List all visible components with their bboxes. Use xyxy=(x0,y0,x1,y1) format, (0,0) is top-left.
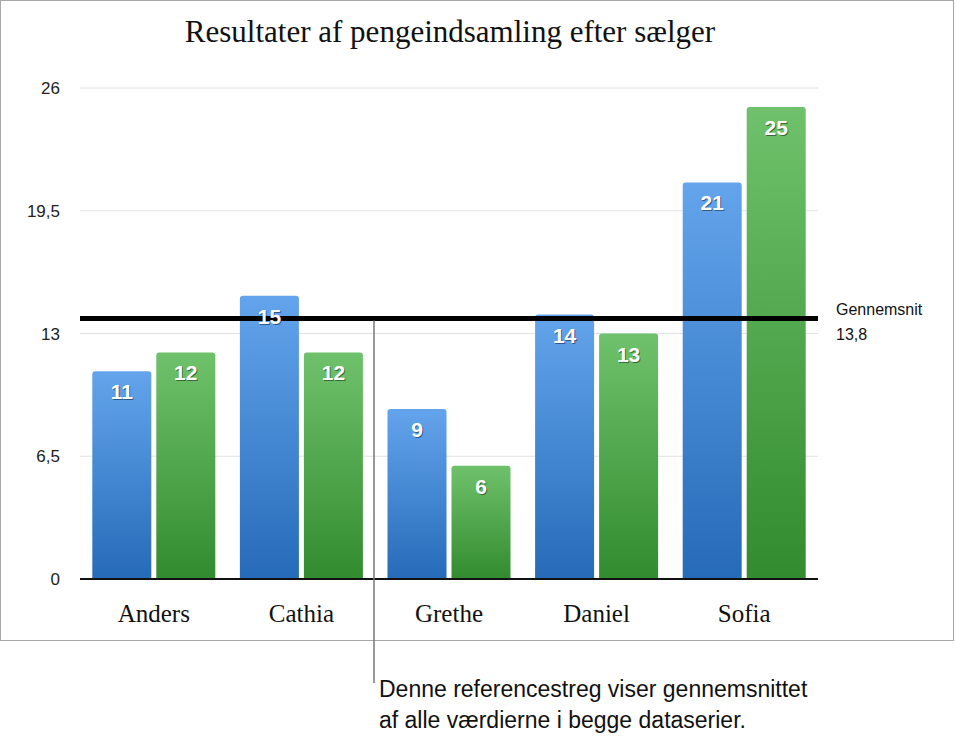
bar xyxy=(452,466,511,579)
chart-frame xyxy=(1,1,954,641)
y-tick-label: 0 xyxy=(51,570,60,589)
data-label: 13 xyxy=(617,343,640,366)
bar xyxy=(747,107,806,579)
bar xyxy=(240,296,299,579)
annotation-leader xyxy=(373,320,375,683)
reference-label: Gennemsnit xyxy=(836,301,923,318)
data-label-shadow: 9 xyxy=(412,419,424,442)
chart-title: Resultater af pengeindsamling efter sælg… xyxy=(185,14,716,49)
data-label-shadow: 25 xyxy=(766,117,790,140)
data-label: 11 xyxy=(111,380,134,403)
data-labels: 111115159914142121121212126613132525 xyxy=(111,116,790,499)
data-label: 12 xyxy=(174,361,197,384)
reference-value-label: 13,8 xyxy=(836,326,867,343)
x-axis-line xyxy=(80,578,818,580)
bars xyxy=(80,107,818,579)
data-label: 6 xyxy=(475,475,487,498)
bar xyxy=(388,409,447,579)
data-label: 15 xyxy=(258,305,282,328)
grid-line xyxy=(80,579,818,580)
data-label-shadow: 15 xyxy=(259,306,283,329)
y-tick-label: 6,5 xyxy=(36,447,60,466)
data-label: 25 xyxy=(765,116,789,139)
chart: Resultater af pengeindsamling efter sælg… xyxy=(0,0,955,739)
data-label-shadow: 21 xyxy=(702,192,726,215)
y-tick-label: 26 xyxy=(41,79,60,98)
data-label-shadow: 6 xyxy=(476,476,488,499)
annotation-text: af alle værdierne i begge dataserier. xyxy=(379,707,746,733)
data-label: 9 xyxy=(411,418,423,441)
bar xyxy=(92,371,151,579)
reference-line xyxy=(80,316,818,321)
y-tick-label: 13 xyxy=(41,325,60,344)
data-label-shadow: 12 xyxy=(323,362,346,385)
data-label: 12 xyxy=(322,361,345,384)
bar xyxy=(599,334,658,580)
data-label-shadow: 11 xyxy=(112,381,135,404)
x-tick-label: Grethe xyxy=(415,600,483,627)
bar xyxy=(535,315,594,579)
bar xyxy=(304,352,363,579)
data-label-shadow: 12 xyxy=(175,362,198,385)
x-tick-label: Daniel xyxy=(563,600,630,627)
data-label-shadow: 14 xyxy=(554,325,578,348)
annotation-text: Denne referencestreg viser gennemsnittet xyxy=(379,676,808,702)
x-tick-label: Cathia xyxy=(269,600,334,627)
x-tick-label: Anders xyxy=(118,600,190,627)
grid-line xyxy=(80,88,818,89)
bar xyxy=(683,182,742,579)
data-label: 14 xyxy=(553,324,577,347)
x-tick-label: Sofia xyxy=(718,600,771,627)
y-tick-label: 19,5 xyxy=(27,202,60,221)
data-label-shadow: 13 xyxy=(618,344,641,367)
bar xyxy=(156,352,215,579)
data-label: 21 xyxy=(701,191,725,214)
